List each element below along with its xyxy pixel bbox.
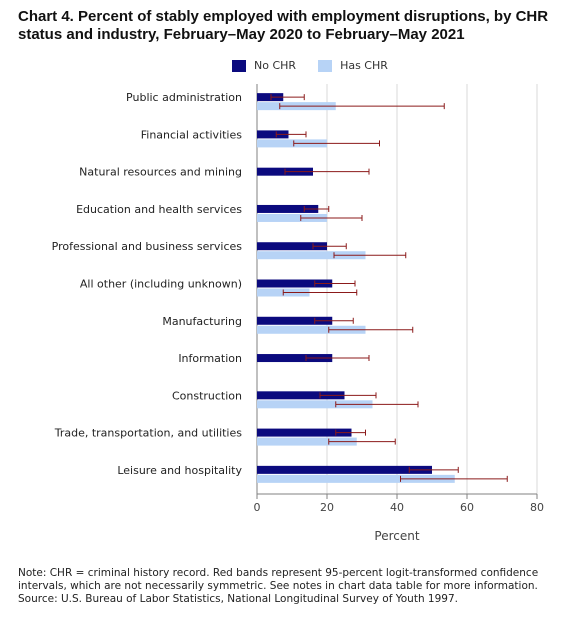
bar-has-chr: [257, 437, 357, 446]
bar-no-chr: [257, 93, 284, 102]
bar-no-chr: [257, 391, 345, 400]
chart-title: Chart 4. Percent of stably employed with…: [18, 8, 558, 44]
legend-item-no-chr: No CHR: [232, 59, 296, 72]
legend-item-has-chr: Has CHR: [318, 59, 388, 72]
chart-legend: No CHR Has CHR: [232, 59, 410, 72]
legend-swatch-has-chr: [318, 59, 333, 72]
category-label: Education and health services: [76, 203, 242, 216]
x-tick-label: 60: [460, 501, 474, 514]
bar-has-chr: [257, 474, 455, 483]
bar-no-chr: [257, 316, 333, 325]
category-label: All other (including unknown): [80, 278, 242, 291]
bar-no-chr: [257, 279, 333, 288]
source-line: Source: U.S. Bureau of Labor Statistics,…: [18, 593, 458, 605]
category-label: Information: [178, 352, 242, 365]
bar-has-chr: [257, 325, 366, 334]
bar-no-chr: [257, 130, 289, 139]
legend-swatch-no-chr: [232, 59, 246, 72]
x-tick-label: 0: [254, 501, 261, 514]
chart-title-line-2: status and industry, February–May 2020 t…: [18, 26, 465, 43]
bar-has-chr: [257, 400, 373, 409]
bar-no-chr: [257, 242, 327, 251]
category-label: Public administration: [126, 91, 242, 104]
x-tick-label: 20: [320, 501, 334, 514]
legend-label-has-chr: Has CHR: [340, 59, 388, 72]
x-tick-label: 40: [390, 501, 404, 514]
category-label: Natural resources and mining: [79, 166, 242, 179]
category-label: Financial activities: [141, 128, 243, 141]
x-tick-label: 80: [530, 501, 544, 514]
category-label: Manufacturing: [162, 315, 242, 328]
bar-no-chr: [257, 465, 432, 474]
chart-title-line-1: Chart 4. Percent of stably employed with…: [18, 8, 549, 25]
bar-has-chr: [257, 213, 327, 222]
category-label: Trade, transportation, and utilities: [54, 427, 243, 440]
bar-no-chr: [257, 428, 352, 437]
bar-chart: 0 20 40 60 80 Percent Public administration Fin…: [52, 84, 544, 543]
chart-note: Note: CHR = criminal history record. Red…: [18, 567, 563, 606]
note-line: Note: CHR = criminal history record. Red…: [18, 567, 539, 579]
bar-has-chr: [257, 139, 327, 148]
legend-label-no-chr: No CHR: [254, 59, 297, 72]
bar-no-chr: [257, 204, 319, 213]
category-label: Construction: [172, 389, 242, 402]
category-label: Professional and business services: [52, 240, 243, 253]
x-axis-title: Percent: [374, 529, 419, 543]
bar-has-chr: [257, 251, 366, 260]
category-label: Leisure and hospitality: [117, 464, 242, 477]
note-line: intervals, which are not necessarily sym…: [18, 580, 538, 592]
bar-no-chr: [257, 354, 333, 363]
